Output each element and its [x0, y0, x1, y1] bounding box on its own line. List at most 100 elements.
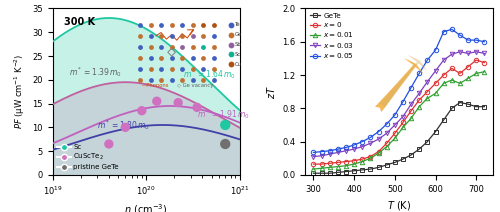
$x = 0.01$	[360, 160, 366, 163]
$x = 0.05$	[392, 114, 398, 116]
GeTe	[318, 172, 324, 174]
$x = 0.05$	[343, 146, 349, 149]
$x = 0.05$	[384, 123, 390, 126]
$x = 0.03$	[392, 124, 398, 126]
$x = 0.05$	[408, 86, 414, 89]
$x = 0.01$	[310, 168, 316, 170]
$x = 0.05$	[473, 39, 479, 41]
$x = 0.03$	[440, 59, 446, 61]
$x = 0$	[384, 142, 390, 145]
$x = 0$	[392, 132, 398, 135]
GeTe	[416, 148, 422, 150]
$x = 0.05$	[360, 140, 366, 143]
Point	[221, 123, 229, 127]
$x = 0.03$	[416, 92, 422, 95]
$x = 0.03$	[376, 138, 382, 140]
$x = 0.03$	[360, 145, 366, 148]
X-axis label: $T$ (K): $T$ (K)	[387, 199, 411, 212]
$x = 0.05$	[449, 28, 455, 31]
$x = 0.03$	[449, 53, 455, 56]
$x = 0.05$	[457, 34, 463, 36]
$x = 0$	[376, 150, 382, 153]
GeTe	[457, 101, 463, 104]
$x = 0.03$	[384, 132, 390, 135]
$x = 0$	[318, 163, 324, 165]
$x = 0.05$	[424, 59, 430, 61]
$x = 0.01$	[473, 72, 479, 75]
GeTe	[368, 168, 374, 170]
GeTe	[440, 119, 446, 121]
$x = 0.03$	[473, 50, 479, 53]
GeTe	[482, 105, 488, 108]
$x = 0.03$	[368, 142, 374, 145]
$x = 0$	[482, 61, 488, 64]
$x = 0.01$	[368, 157, 374, 159]
Point	[138, 109, 146, 112]
$x = 0.01$	[318, 167, 324, 170]
$x = 0.03$	[343, 149, 349, 152]
Point	[174, 101, 182, 104]
$x = 0.05$	[482, 40, 488, 43]
GeTe	[408, 154, 414, 156]
$x = 0.01$	[343, 165, 349, 167]
Line: GeTe: GeTe	[311, 100, 486, 176]
GeTe	[351, 169, 357, 172]
$x = 0.01$	[449, 79, 455, 81]
$x = 0.01$	[432, 92, 438, 95]
Line: $x = 0.03$: $x = 0.03$	[311, 50, 486, 159]
Line: $x = 0.05$: $x = 0.05$	[311, 27, 486, 155]
Point	[221, 142, 229, 146]
$x = 0$	[360, 158, 366, 160]
GeTe	[432, 130, 438, 133]
$x = 0$	[335, 161, 341, 164]
$x = 0.03$	[408, 103, 414, 105]
$x = 0.01$	[408, 117, 414, 120]
$x = 0$	[343, 160, 349, 163]
$x = 0.05$	[335, 148, 341, 150]
GeTe	[424, 140, 430, 143]
$x = 0.05$	[326, 149, 332, 152]
$x = 0.05$	[368, 136, 374, 139]
$x = 0.01$	[482, 70, 488, 73]
Point	[105, 142, 113, 146]
$x = 0$	[465, 66, 471, 68]
Legend: GeTe, $x = 0$, $x = 0.01$, $x = 0.03$, $x = 0.05$: GeTe, $x = 0$, $x = 0.01$, $x = 0.03$, $…	[309, 12, 355, 61]
$x = 0.01$	[384, 145, 390, 148]
GeTe	[343, 170, 349, 173]
$x = 0.01$	[465, 77, 471, 80]
Text: $m^* = 1.64\,m_0$: $m^* = 1.64\,m_0$	[184, 67, 236, 81]
$x = 0.01$	[416, 105, 422, 108]
GeTe	[473, 105, 479, 108]
$x = 0$	[440, 74, 446, 76]
X-axis label: $n$ (cm$^{-3}$): $n$ (cm$^{-3}$)	[124, 203, 168, 212]
$x = 0.03$	[335, 151, 341, 154]
$x = 0$	[400, 121, 406, 124]
$x = 0$	[408, 110, 414, 112]
Legend: Sc, CuScTe$_2$, pristine GeTe: Sc, CuScTe$_2$, pristine GeTe	[56, 143, 120, 172]
$x = 0.01$	[335, 165, 341, 168]
Text: $m^* = 1.39\,m_0$: $m^* = 1.39\,m_0$	[69, 66, 122, 80]
$x = 0$	[416, 99, 422, 101]
GeTe	[310, 172, 316, 174]
$x = 0$	[449, 67, 455, 70]
$x = 0$	[351, 159, 357, 162]
$x = 0.03$	[318, 155, 324, 157]
GeTe	[392, 161, 398, 164]
$x = 0$	[310, 163, 316, 165]
$x = 0.03$	[465, 52, 471, 55]
$x = 0.01$	[440, 82, 446, 85]
$x = 0$	[457, 72, 463, 75]
$x = 0$	[424, 91, 430, 93]
$x = 0.03$	[424, 80, 430, 83]
$x = 0.05$	[310, 151, 316, 154]
Point	[122, 126, 130, 129]
$x = 0.05$	[318, 150, 324, 153]
Text: $m^* = 1.91\,m_0$: $m^* = 1.91\,m_0$	[197, 107, 250, 121]
$x = 0$	[473, 59, 479, 61]
$x = 0.03$	[482, 52, 488, 55]
$x = 0$	[368, 155, 374, 158]
$x = 0.05$	[376, 130, 382, 133]
GeTe	[335, 171, 341, 174]
$x = 0.05$	[465, 39, 471, 41]
$x = 0.05$	[351, 144, 357, 146]
